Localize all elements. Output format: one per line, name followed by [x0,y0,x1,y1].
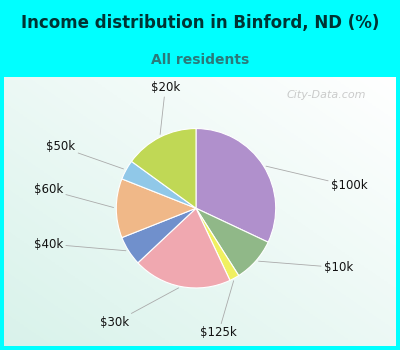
Text: $10k: $10k [258,261,353,274]
Text: $50k: $50k [46,140,124,169]
Wedge shape [138,208,230,288]
Wedge shape [122,208,196,263]
Wedge shape [122,161,196,208]
Text: Income distribution in Binford, ND (%): Income distribution in Binford, ND (%) [21,14,379,32]
Text: All residents: All residents [151,53,249,67]
Text: $30k: $30k [100,288,179,329]
Wedge shape [196,208,239,280]
Text: City-Data.com: City-Data.com [286,91,366,100]
Wedge shape [196,208,268,275]
Text: $125k: $125k [200,281,237,339]
Text: $40k: $40k [34,238,126,251]
Text: $100k: $100k [266,166,368,192]
Wedge shape [196,128,276,242]
Wedge shape [116,179,196,238]
Text: $20k: $20k [151,81,180,134]
Wedge shape [132,128,196,208]
Text: $60k: $60k [34,183,114,208]
